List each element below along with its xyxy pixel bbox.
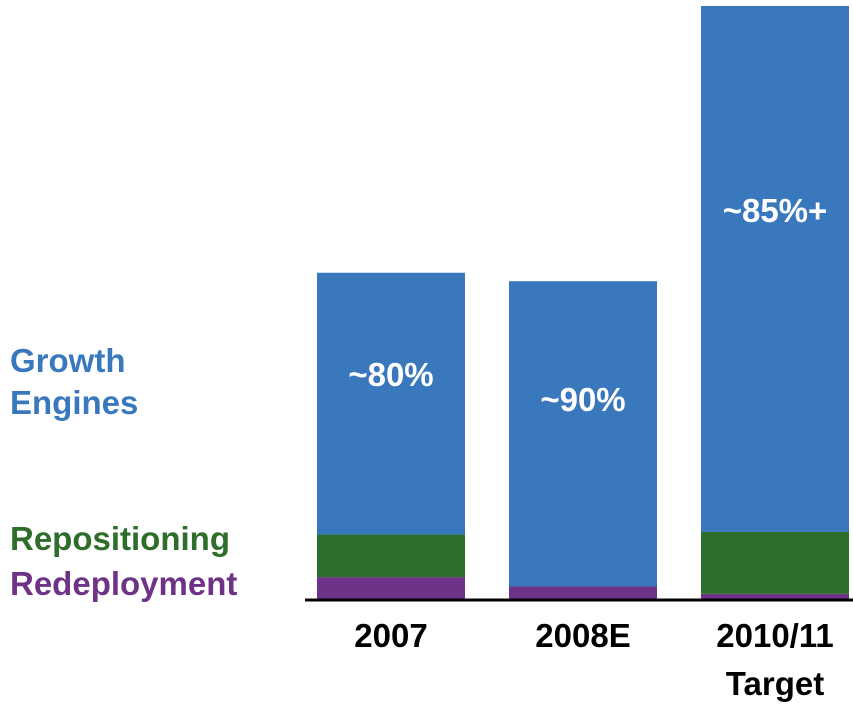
bar-segment (317, 577, 465, 600)
bar-segment (317, 534, 465, 578)
legend-label: Repositioning (10, 520, 230, 557)
x-tick-label: 2007 (354, 617, 428, 654)
bar-segment (701, 593, 849, 600)
x-tick-label: 2010/11 Target (716, 617, 834, 702)
value-label: ~90% (540, 381, 626, 419)
bar-segment (509, 281, 657, 587)
bar-segment (701, 5, 849, 532)
value-label: ~85%+ (722, 192, 828, 230)
legend-label: Growth Engines (10, 342, 139, 421)
legend-label: Redeployment (10, 565, 238, 602)
bar-segment (317, 272, 465, 535)
bar-segment (701, 531, 849, 594)
x-tick-label: 2008E (535, 617, 631, 654)
value-label: ~80% (348, 355, 434, 393)
bar-segment (509, 586, 657, 600)
